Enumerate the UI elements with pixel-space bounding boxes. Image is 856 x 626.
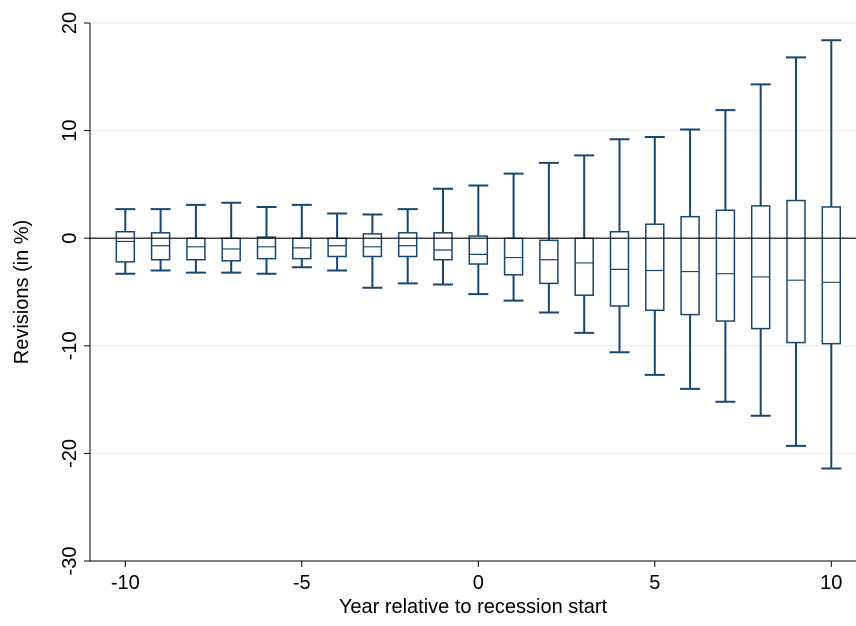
- x-tick-label: -5: [293, 572, 311, 594]
- y-tick-label: -10: [59, 331, 81, 360]
- x-tick-label: -10: [111, 572, 140, 594]
- box: [574, 237, 594, 296]
- box: [750, 205, 771, 330]
- box: [433, 232, 453, 261]
- box: [680, 215, 700, 316]
- box: [468, 235, 489, 265]
- box: [786, 199, 806, 344]
- box: [397, 232, 418, 258]
- x-tick-label: 5: [649, 572, 660, 594]
- x-axis-label: Year relative to recession start: [339, 596, 608, 618]
- box: [362, 233, 383, 258]
- box: [186, 237, 206, 261]
- box: [645, 223, 665, 312]
- y-tick-label: -20: [59, 439, 81, 468]
- y-tick-label: 20: [59, 12, 81, 34]
- box: [327, 237, 347, 258]
- box: [115, 230, 136, 263]
- y-axis-label: Revisions (in %): [11, 220, 33, 364]
- y-tick-label: 10: [59, 119, 81, 141]
- box: [715, 209, 736, 322]
- box: [539, 239, 559, 285]
- y-tick-label: -30: [59, 547, 81, 576]
- box: [503, 237, 524, 276]
- box: [256, 236, 277, 260]
- y-tick-label: 0: [59, 233, 81, 244]
- x-tick-label: 10: [820, 572, 842, 594]
- x-tick-label: 0: [473, 572, 484, 594]
- box: [821, 206, 842, 345]
